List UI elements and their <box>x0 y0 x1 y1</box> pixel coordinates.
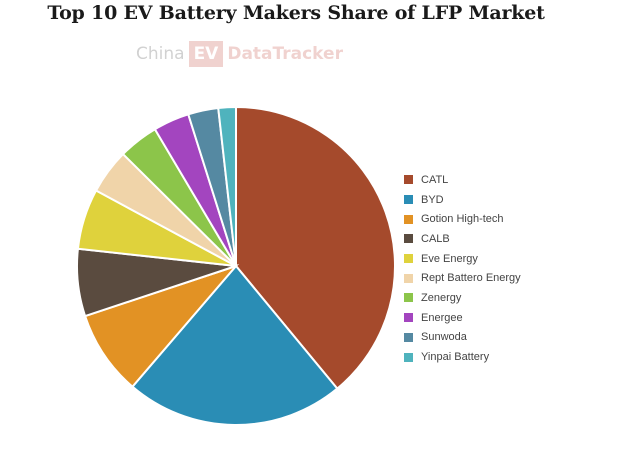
pie-slice-byd <box>131 264 339 426</box>
legend-item: Yinpai Battery <box>404 347 521 367</box>
legend-label: CALB <box>421 232 450 245</box>
legend-item: CATL <box>404 170 521 190</box>
legend-label: Rept Battero Energy <box>421 272 521 285</box>
legend-swatch <box>404 195 413 205</box>
legend-swatch <box>404 214 413 224</box>
chart-title: Top 10 EV Battery Makers Share of LFP Ma… <box>47 2 545 24</box>
legend-label: Yinpai Battery <box>421 351 490 364</box>
legend-label: Gotion High-tech <box>421 213 504 226</box>
legend-label: Eve Energy <box>421 252 478 265</box>
legend-swatch <box>404 332 413 342</box>
legend-swatch <box>404 352 413 362</box>
legend-label: Sunwoda <box>421 331 467 344</box>
legend-swatch <box>404 234 413 244</box>
legend-swatch <box>404 254 413 264</box>
legend-label: BYD <box>421 193 444 206</box>
legend-item: Sunwoda <box>404 328 521 348</box>
watermark-ev: EV <box>188 41 224 67</box>
legend-swatch <box>404 293 413 303</box>
legend-item: Gotion High-tech <box>404 209 521 229</box>
legend-item: Energee <box>404 308 521 328</box>
legend-label: CATL <box>421 173 449 186</box>
legend-swatch <box>404 175 413 185</box>
legend-item: CALB <box>404 229 521 249</box>
legend-item: Zenergy <box>404 288 521 308</box>
legend-item: Rept Battero Energy <box>404 268 521 288</box>
legend-swatch <box>404 313 413 323</box>
watermark-datatracker: DataTracker <box>227 44 343 64</box>
chart-legend: CATL BYD Gotion High-tech CALB Eve Energy Rep… <box>404 170 521 367</box>
legend-label: Zenergy <box>421 291 462 304</box>
pie-slice-catl <box>235 105 396 390</box>
legend-item: BYD <box>404 190 521 210</box>
legend-item: Eve Energy <box>404 249 521 269</box>
legend-label: Energee <box>421 311 463 324</box>
pie-slice-yinpai-battery <box>217 105 237 267</box>
pie-slice-gotion-high-tech <box>83 263 240 389</box>
watermark-china: China <box>136 44 185 64</box>
watermark-logo: China EV DataTracker <box>136 40 343 68</box>
legend-swatch <box>404 273 413 283</box>
